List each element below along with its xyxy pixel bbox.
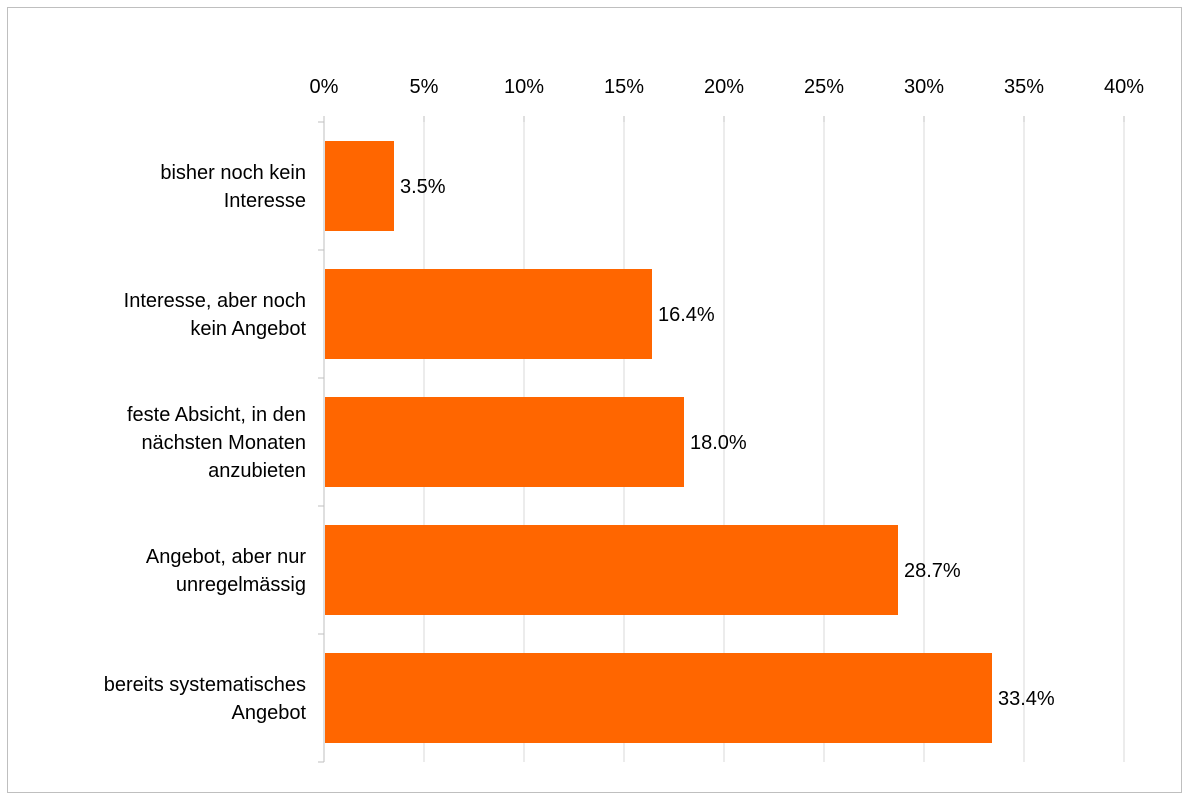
category-label-line: bereits systematisches [104, 674, 306, 696]
x-tick-label: 20% [704, 76, 744, 98]
category-label: bisher noch kein Interesse [160, 162, 306, 212]
category-label-line: nächsten Monaten [141, 432, 306, 454]
category-label: Angebot, aber nur unregelmässig [146, 546, 306, 596]
x-tick-label: 35% [1004, 76, 1044, 98]
x-tick-label: 5% [410, 76, 439, 98]
bar [325, 397, 684, 487]
x-tick-label: 0% [310, 76, 339, 98]
x-tick-label: 40% [1104, 76, 1144, 98]
category-label-line: kein Angebot [190, 318, 306, 340]
category-label: Interesse, aber noch kein Angebot [124, 290, 307, 340]
data-label: 18.0% [690, 432, 747, 454]
data-label: 28.7% [904, 560, 961, 582]
category-label-line: feste Absicht, in den [127, 404, 306, 426]
data-label: 16.4% [658, 304, 715, 326]
bar [325, 525, 898, 615]
category-label-line: anzubieten [208, 460, 306, 482]
data-label: 33.4% [998, 688, 1055, 710]
category-label-line: Angebot [231, 702, 306, 724]
category-label: feste Absicht, in den nächsten Monaten anz… [127, 404, 306, 482]
category-label: bereits systematisches Angebot [104, 674, 307, 724]
x-tick-label: 30% [904, 76, 944, 98]
bar [325, 141, 394, 231]
category-label-line: bisher noch kein [160, 162, 306, 184]
data-label: 3.5% [400, 176, 446, 198]
x-tick-label: 15% [604, 76, 644, 98]
x-tick-label: 25% [804, 76, 844, 98]
category-label-line: unregelmässig [176, 574, 306, 596]
x-tick-label: 10% [504, 76, 544, 98]
bar [325, 269, 652, 359]
category-label-line: Angebot, aber nur [146, 546, 306, 568]
category-label-line: Interesse, aber noch [124, 290, 306, 312]
bar [325, 653, 992, 743]
category-label-line: Interesse [224, 190, 306, 212]
